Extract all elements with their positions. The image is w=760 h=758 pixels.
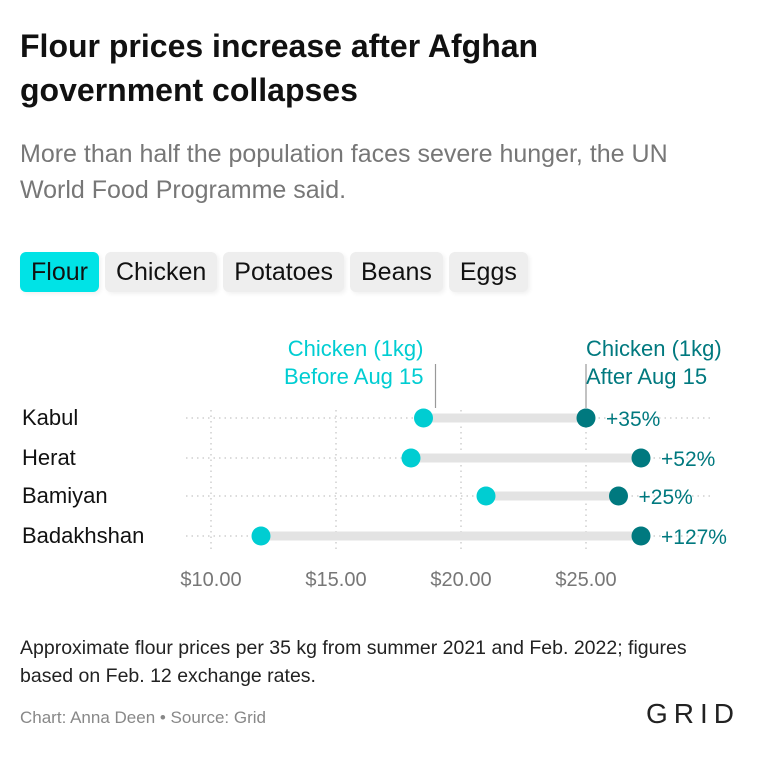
tab-flour[interactable]: Flour xyxy=(20,252,99,292)
before-point xyxy=(414,408,433,428)
tab-bar: Flour Chicken Potatoes Beans Eggs xyxy=(20,252,528,292)
x-tick-label: $10.00 xyxy=(180,569,241,591)
dumbbell-chart: $10.00 $15.00 $20.00 $25.00 Chicken (1kg) Bef… xyxy=(22,336,727,591)
legend-before-line1: Chicken (1kg) xyxy=(288,336,424,361)
x-tick-label: $25.00 xyxy=(555,569,616,591)
after-point xyxy=(631,526,651,546)
x-tick-label: $15.00 xyxy=(305,569,366,591)
chart-credit: Chart: Anna Deen • Source: Grid xyxy=(20,708,266,727)
chart-note: Approximate flour prices per 35 kg from … xyxy=(20,637,687,687)
tab-potatoes[interactable]: Potatoes xyxy=(223,252,344,292)
after-point xyxy=(631,448,651,468)
legend-after-line2: After Aug 15 xyxy=(586,364,707,389)
tab-chicken[interactable]: Chicken xyxy=(104,252,218,292)
before-point xyxy=(401,448,421,468)
chart-subtitle: More than half the population faces seve… xyxy=(20,140,668,204)
grid-logo: GRID xyxy=(646,698,740,729)
after-point xyxy=(576,408,596,428)
category-label: Herat xyxy=(22,445,76,470)
change-label: +127% xyxy=(661,526,727,549)
category-label: Kabul xyxy=(22,405,78,430)
x-tick-label: $20.00 xyxy=(430,569,491,591)
tab-eggs[interactable]: Eggs xyxy=(448,252,528,292)
legend-before-line2: Before Aug 15 xyxy=(284,364,423,389)
tab-beans[interactable]: Beans xyxy=(349,252,443,292)
change-label: +52% xyxy=(661,448,715,471)
before-point xyxy=(476,486,496,506)
change-label: +35% xyxy=(606,408,660,431)
after-point xyxy=(609,486,628,506)
category-label: Badakhshan xyxy=(22,523,144,548)
before-point xyxy=(251,526,271,546)
change-label: +25% xyxy=(639,486,693,509)
chart-title: Flour prices increase after Afghan gover… xyxy=(20,28,539,108)
category-label: Bamiyan xyxy=(22,483,108,508)
legend-after-line1: Chicken (1kg) xyxy=(586,336,722,361)
